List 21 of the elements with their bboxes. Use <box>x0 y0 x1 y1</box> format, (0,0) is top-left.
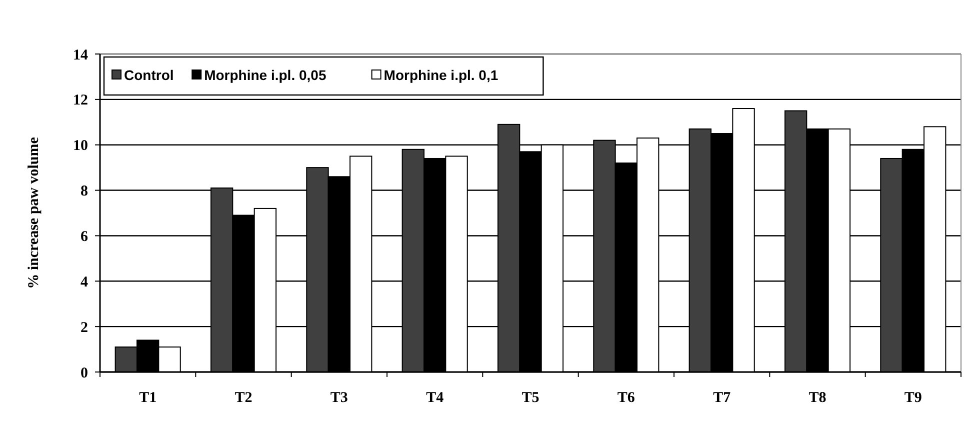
y-axis-title: % increase paw volume <box>26 136 42 289</box>
x-tick-label: T7 <box>713 390 732 406</box>
x-tick-label: T8 <box>808 390 826 406</box>
legend-label: Morphine i.pl. 0,05 <box>204 66 326 83</box>
y-tick-label: 2 <box>80 320 88 336</box>
y-tick-label: 0 <box>80 365 88 382</box>
y-tick-label: 14 <box>73 47 88 64</box>
x-tick-label: T4 <box>426 390 444 406</box>
x-tick-label: T2 <box>234 390 252 406</box>
legend-label: Control <box>124 66 174 83</box>
x-tick-label: T5 <box>522 390 540 406</box>
legend-label: Morphine i.pl. 0,1 <box>384 66 498 83</box>
x-tick-label: T3 <box>330 390 348 406</box>
y-tick-label: 8 <box>80 184 88 200</box>
x-tick-label: T9 <box>904 390 922 406</box>
y-tick-label: 4 <box>80 274 88 290</box>
x-tick-label: T1 <box>139 390 157 406</box>
y-tick-label: 6 <box>80 228 88 245</box>
x-tick-label: T6 <box>617 390 636 406</box>
y-tick-label: 12 <box>73 92 88 109</box>
y-tick-label: 10 <box>73 138 88 154</box>
